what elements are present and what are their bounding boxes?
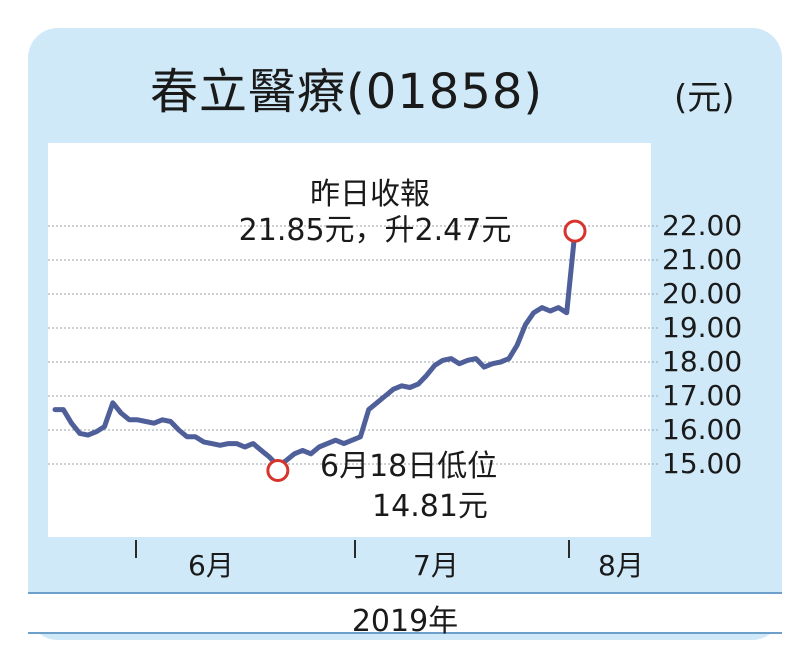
- close-annotation-line1: 昨日收報: [310, 177, 430, 212]
- low-annotation-line1: 6月18日低位: [320, 449, 498, 484]
- x-month-divider: [135, 540, 137, 558]
- close-annotation-line2: 21.85元，升2.47元: [238, 213, 512, 248]
- y-tick-label: 17.00: [662, 379, 743, 412]
- y-tick-label: 20.00: [662, 277, 743, 310]
- year-band: 2019年: [28, 592, 782, 639]
- y-tick-label: 18.00: [662, 345, 743, 378]
- unit-label: (元): [674, 78, 735, 118]
- x-month-divider: [354, 540, 356, 558]
- x-tick-label: 6月: [188, 549, 234, 582]
- x-tick-label: 8月: [598, 549, 644, 582]
- plot-area: [48, 143, 651, 537]
- chart-title: 春立醫療(01858): [150, 64, 544, 120]
- close-point-marker: [563, 219, 587, 243]
- y-tick-label: 21.00: [662, 243, 743, 276]
- x-month-divider: [568, 540, 570, 558]
- y-tick-label: 16.00: [662, 413, 743, 446]
- y-tick-label: 19.00: [662, 311, 743, 344]
- low-annotation-line2: 14.81元: [372, 489, 488, 524]
- x-tick-label: 7月: [413, 549, 459, 582]
- y-tick-label: 15.00: [662, 447, 743, 480]
- low-point-marker: [266, 458, 290, 482]
- price-series-line: [52, 228, 578, 469]
- year-label: 2019年: [351, 604, 459, 639]
- y-tick-label: 22.00: [662, 209, 743, 242]
